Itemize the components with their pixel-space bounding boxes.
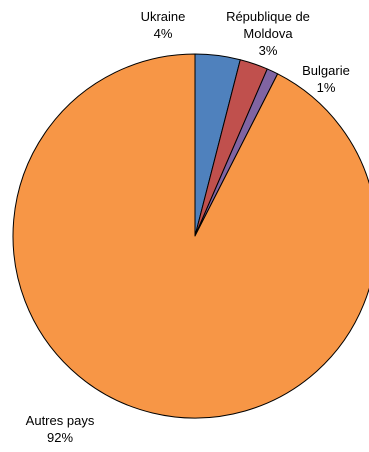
slice-percent-label: 92% [47, 430, 73, 445]
slice-label: Bulgarie [302, 63, 350, 78]
slice-percent-label: 4% [154, 26, 173, 41]
slice-label: Autres pays [26, 413, 95, 428]
slice-label: République de [226, 9, 310, 24]
slice-label: Ukraine [141, 9, 186, 24]
slice-percent-label: 3% [259, 43, 278, 58]
pie-slice [12, 53, 369, 419]
slice-percent-label: 1% [317, 80, 336, 95]
slice-label: Moldova [243, 26, 293, 41]
